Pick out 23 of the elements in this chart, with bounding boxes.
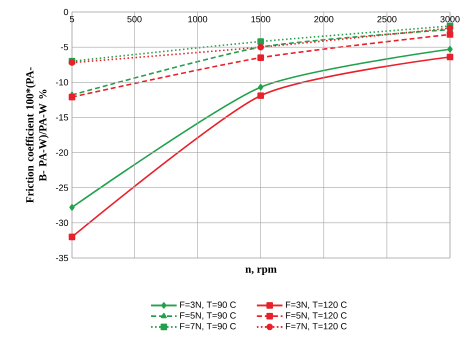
x-tick-label: 1000 [188,16,208,22]
x-tick-label: 5 [70,16,74,22]
y-tick-label: 0 [64,8,68,16]
y-tick-label: -30 [56,220,68,226]
y-tick-label: -15 [56,114,68,121]
legend-label: F=3N, T=120 C [286,302,347,309]
x-tick-label: 1500 [251,16,270,22]
y-tick-label: -10 [56,79,68,86]
x-tick-label: 500 [127,16,142,22]
y-axis-title: Friction coefficient 100*(PA-B- PA-W)/PA-W % [26,67,49,203]
y-tick-label: -20 [56,149,68,156]
y-tick-label: -25 [56,184,68,191]
x-axis-title: n, rpm [245,268,277,276]
x-tick-label: 2000 [314,16,334,22]
y-tick-label: -35 [56,254,68,262]
x-tick-label: 2500 [377,16,397,22]
legend-label: F=5N, T=120 C [286,312,347,320]
x-tick-label: 3000 [440,16,460,22]
legend-label: F=3N, T=90 C [180,302,236,309]
legend-label: F=7N, T=120 C [286,323,347,330]
legend-label: F=5N, T=90 C [180,312,236,320]
y-tick-label: -5 [60,44,68,50]
legend-label: F=7N, T=90 C [180,323,236,330]
